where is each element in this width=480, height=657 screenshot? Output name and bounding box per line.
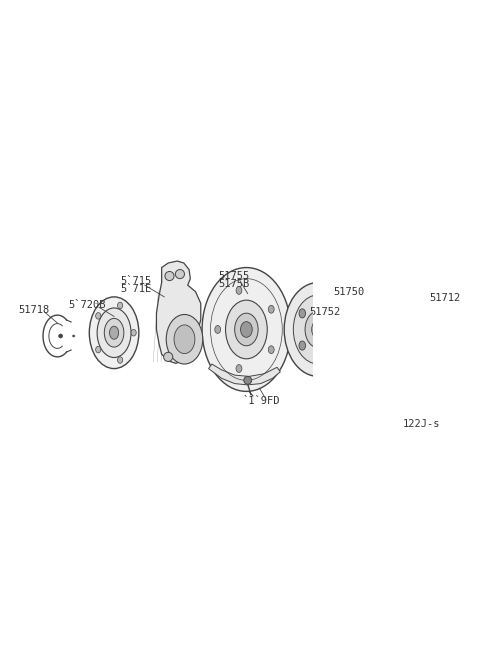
Ellipse shape [321,299,327,308]
Ellipse shape [118,302,123,309]
Text: 51718: 51718 [18,305,49,315]
Ellipse shape [335,325,341,334]
Ellipse shape [240,322,252,337]
Ellipse shape [421,339,439,352]
Ellipse shape [412,332,448,359]
Ellipse shape [118,357,123,363]
Ellipse shape [299,341,306,350]
Ellipse shape [268,306,274,313]
Text: 5`715: 5`715 [120,275,152,286]
Ellipse shape [293,295,343,364]
Text: 51712: 51712 [429,293,460,303]
Circle shape [175,269,184,279]
Text: 51750: 51750 [334,286,365,297]
Ellipse shape [405,354,414,361]
Circle shape [72,335,74,337]
Ellipse shape [352,288,480,403]
Text: 5175B: 5175B [218,279,250,290]
Bar [333,290,368,310]
Text: 51755: 51755 [218,271,250,281]
Text: 51752: 51752 [309,307,340,317]
Ellipse shape [321,351,327,360]
Ellipse shape [226,300,267,359]
Ellipse shape [434,324,443,330]
Ellipse shape [166,315,203,364]
Ellipse shape [215,326,221,333]
Circle shape [164,352,173,361]
Polygon shape [209,364,280,385]
Ellipse shape [89,297,139,369]
Ellipse shape [299,309,306,318]
Ellipse shape [236,286,242,294]
Ellipse shape [104,319,124,347]
Ellipse shape [284,283,352,376]
Ellipse shape [202,267,291,392]
Text: 5`720B: 5`720B [69,300,106,309]
Ellipse shape [312,321,324,338]
Ellipse shape [131,329,136,336]
Circle shape [165,271,174,281]
Ellipse shape [96,346,101,353]
Ellipse shape [97,308,131,357]
Ellipse shape [235,313,258,346]
Text: 122J-s: 122J-s [403,419,440,429]
Polygon shape [156,261,201,363]
Ellipse shape [96,313,101,319]
Ellipse shape [109,327,119,339]
Text: `1`9FD: `1`9FD [242,396,280,406]
Circle shape [244,376,252,384]
Ellipse shape [434,361,443,368]
Ellipse shape [452,342,461,349]
Text: 5`71E: 5`71E [120,284,152,294]
Ellipse shape [405,331,414,338]
Ellipse shape [268,346,274,353]
Circle shape [59,334,62,338]
Ellipse shape [375,306,480,386]
Ellipse shape [236,365,242,373]
Ellipse shape [174,325,195,353]
Ellipse shape [305,311,331,348]
Ellipse shape [396,321,464,371]
